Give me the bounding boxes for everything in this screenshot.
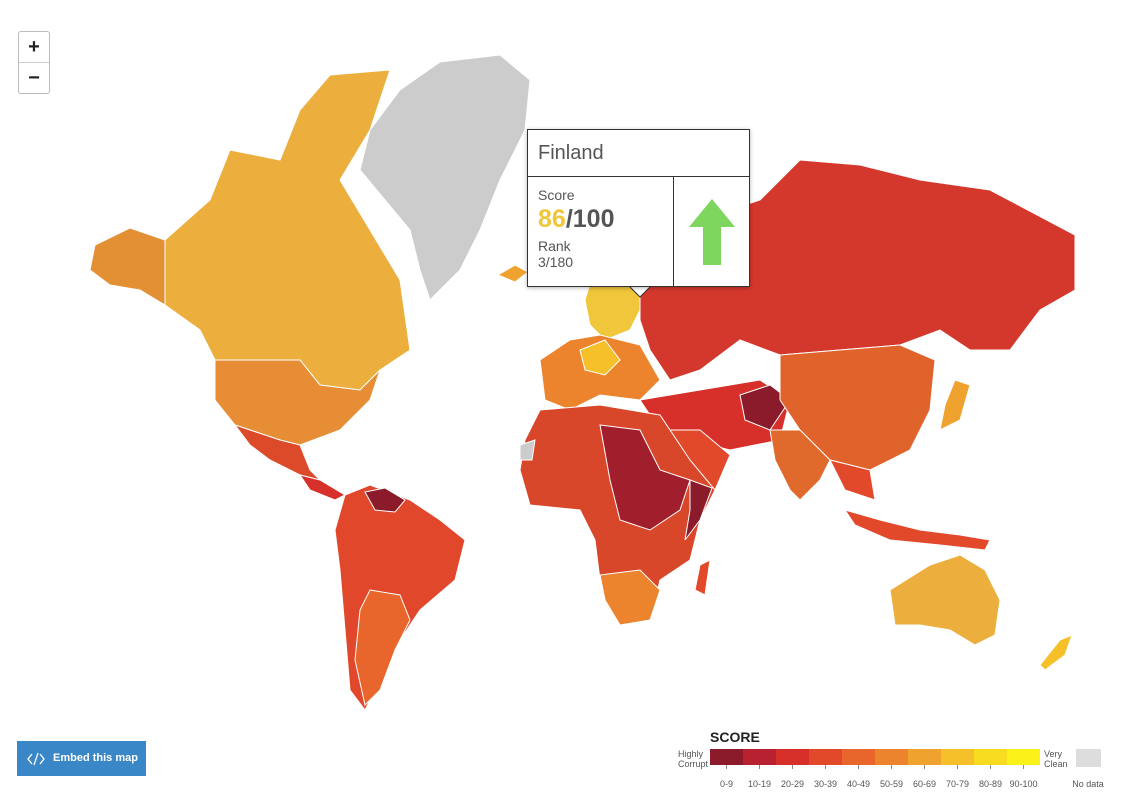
- legend-swatch: [743, 749, 776, 765]
- somalia: [684, 479, 713, 541]
- legend-bin-label: 50-59: [880, 779, 903, 789]
- southern-africa: [599, 569, 661, 626]
- score: 86/100: [538, 205, 673, 234]
- legend-bin-label: 0-9: [720, 779, 733, 789]
- usa: [214, 359, 381, 446]
- legend: SCORE Highly Corrupt Very Clean No data …: [678, 729, 1104, 789]
- legend-bin-label: 60-69: [913, 779, 936, 789]
- low-end-label: Corrupt: [678, 759, 709, 769]
- western-sahara: [519, 439, 536, 461]
- legend-bin-label: 80-89: [979, 779, 1002, 789]
- score-out-of: /100: [565, 205, 615, 233]
- central-europe: [579, 339, 621, 376]
- legend-swatch: [776, 749, 809, 765]
- zoom-control: + −: [18, 31, 50, 94]
- legend-swatch: [974, 749, 1007, 765]
- embed-button[interactable]: Embed this map: [17, 741, 146, 776]
- trend-arrow: [689, 199, 735, 265]
- greenland: [359, 54, 531, 301]
- high-end-label: Clean: [1044, 759, 1068, 769]
- score-label: Score: [538, 187, 575, 203]
- no-data-label: No data: [1072, 779, 1104, 789]
- legend-swatch: [809, 749, 842, 765]
- canada: [164, 69, 411, 391]
- tooltip-country: Finland: [528, 130, 749, 177]
- tooltip-details: Score 86/100 Rank 3/180: [528, 177, 674, 286]
- zoom-out[interactable]: −: [19, 62, 49, 93]
- japan: [939, 379, 971, 431]
- countries: [89, 54, 1076, 711]
- legend-swatch: [710, 749, 743, 765]
- embed-label: Embed this map: [53, 752, 138, 764]
- legend-swatch: [875, 749, 908, 765]
- legend-bin-label: 70-79: [946, 779, 969, 789]
- tooltip: Finland Score 86/100 Rank 3/180: [527, 129, 750, 287]
- low-end-label: Highly: [678, 749, 704, 759]
- legend-title: SCORE: [710, 729, 760, 745]
- afghanistan: [739, 384, 791, 431]
- legend-swatch: [941, 749, 974, 765]
- rank-label: Rank: [538, 238, 571, 254]
- southeast-asia: [829, 459, 876, 501]
- up-arrow: [689, 199, 735, 265]
- libya-sudan: [599, 424, 691, 531]
- score-value: 86: [538, 205, 566, 233]
- high-end-label: Very: [1044, 749, 1063, 759]
- legend-bin-label: 20-29: [781, 779, 804, 789]
- legend-bin-label: 90-100: [1009, 779, 1037, 789]
- india: [769, 429, 831, 501]
- new-zealand: [1039, 634, 1073, 671]
- iceland: [496, 264, 529, 283]
- alaska: [89, 227, 166, 306]
- rank: 3/180: [538, 254, 574, 270]
- legend-bin-label: 10-19: [748, 779, 771, 789]
- china: [779, 344, 936, 471]
- legend-swatch: [1007, 749, 1040, 765]
- legend-swatch: [908, 749, 941, 765]
- code-icon: [27, 752, 45, 766]
- zoom-in[interactable]: +: [28, 36, 40, 58]
- legend-bin-label: 40-49: [847, 779, 870, 789]
- legend-bin-label: 30-39: [814, 779, 837, 789]
- no-data-swatch: [1076, 749, 1101, 767]
- legend-swatch: [842, 749, 875, 765]
- venezuela: [364, 487, 406, 513]
- central-america: [298, 474, 347, 501]
- indonesia: [843, 509, 991, 551]
- madagascar: [694, 559, 711, 596]
- australia: [889, 554, 1001, 646]
- argentina: [354, 589, 411, 706]
